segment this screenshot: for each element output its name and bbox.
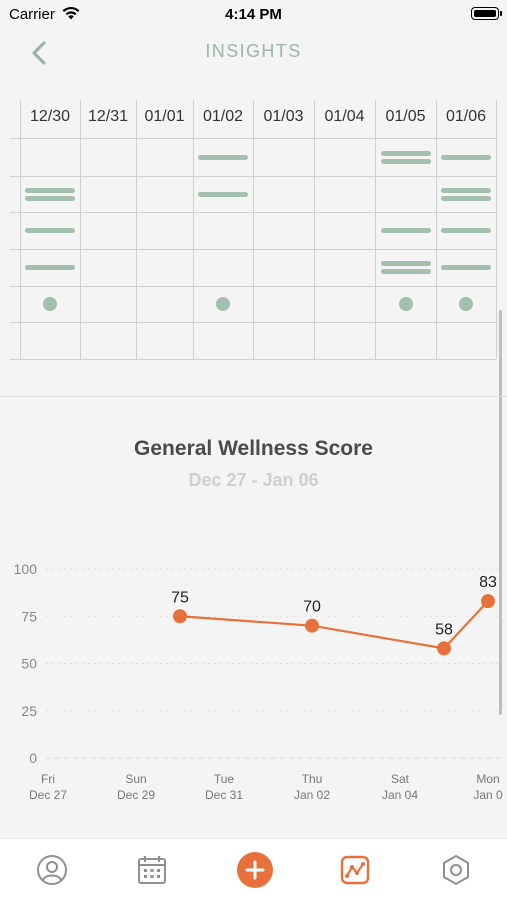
- grid-entry-dot: [459, 297, 473, 311]
- grid-entry-bar: [441, 187, 491, 193]
- grid-col-line: [80, 100, 81, 359]
- x-tick-day: Mon: [476, 772, 499, 786]
- wifi-icon: [62, 6, 80, 20]
- clock-time: 4:14 PM: [225, 6, 282, 23]
- scrollbar[interactable]: [499, 310, 502, 715]
- grid-entry-dot: [216, 297, 230, 311]
- x-tick-date: Dec 29: [117, 788, 155, 802]
- data-point: [305, 618, 319, 633]
- grid-entry-bar: [25, 265, 75, 270]
- y-tick-label: 25: [21, 703, 37, 719]
- x-tick-day: Thu: [302, 772, 323, 786]
- grid-col-line: [436, 100, 437, 359]
- series-line: [179, 600, 489, 650]
- grid-entry-bar: [25, 195, 75, 201]
- x-tick-day: Sat: [391, 772, 410, 786]
- grid-col-line: [136, 100, 137, 359]
- grid-date-header: 01/03: [263, 108, 304, 125]
- grid-col-line: [314, 100, 315, 359]
- data-point: [437, 641, 451, 656]
- grid-date-header: 01/06: [445, 108, 487, 125]
- grid-col-line: [375, 100, 376, 359]
- back-chevron-icon[interactable]: [26, 38, 54, 68]
- grid-date-header: 01/02: [202, 108, 244, 125]
- hexagon-settings-icon[interactable]: [439, 853, 473, 887]
- grid-entry-bar: [380, 261, 431, 266]
- x-tick-date: Jan 02: [294, 788, 330, 802]
- data-label: 75: [171, 589, 189, 606]
- grid-col-line: [20, 100, 21, 359]
- x-tick-day: Sun: [125, 772, 146, 786]
- grid-date-header: 01/04: [324, 108, 365, 125]
- grid-entry-bar: [198, 154, 248, 160]
- grid-entry-bar: [380, 269, 431, 274]
- grid-col-line: [496, 100, 497, 359]
- data-point: [481, 594, 495, 609]
- nav-bar: INSIGHTS: [0, 30, 507, 76]
- grid-col-line: [253, 100, 254, 359]
- section-divider: [0, 396, 507, 397]
- y-tick-label: 75: [21, 608, 37, 624]
- x-tick-date: Dec 31: [205, 788, 243, 802]
- grid-entry-bar: [25, 187, 75, 193]
- grid-entry-bar: [380, 150, 431, 156]
- grid-entry-bar: [441, 154, 491, 160]
- x-tick-date: Jan 0: [473, 788, 503, 802]
- x-tick-day: Fri: [41, 772, 55, 786]
- data-point: [173, 609, 187, 624]
- grid-entry-bar: [198, 191, 248, 197]
- grid-entry-bar: [380, 158, 431, 164]
- x-tick-date: Dec 27: [29, 788, 67, 802]
- tracking-grid[interactable]: ) 12/30 12/31 01/01 01/02 01/03 01/04 01/05 01/0…: [0, 100, 507, 360]
- y-tick-label: 0: [29, 750, 37, 766]
- grid-entry-bar: [441, 265, 491, 270]
- x-tick-date: Jan 04: [382, 788, 418, 802]
- page-title: INSIGHTS: [205, 41, 302, 61]
- user-icon[interactable]: [35, 853, 69, 887]
- battery-icon: [471, 7, 502, 20]
- chart-date-range: Dec 27 - Jan 06: [188, 470, 319, 490]
- grid-date-partial: ): [0, 108, 8, 126]
- y-tick-label: 50: [21, 656, 37, 672]
- grid-date-header: 12/31: [87, 108, 129, 125]
- y-tick-label: 100: [14, 561, 38, 577]
- grid-date-header: 01/05: [385, 108, 426, 125]
- carrier-label: Carrier: [9, 6, 55, 23]
- grid-entry-bar: [380, 228, 431, 233]
- x-tick-day: Tue: [214, 772, 235, 786]
- chart-title: General Wellness Score: [134, 437, 373, 460]
- status-bar: Carrier 4:14 PM: [0, 0, 507, 30]
- grid-date-header: 01/01: [144, 108, 185, 125]
- insights-chart-icon[interactable]: [338, 853, 372, 887]
- grid-entry-dot: [398, 297, 413, 311]
- data-label: 83: [479, 574, 497, 591]
- grid-entry-bar: [441, 195, 491, 201]
- grid-entry-dot: [43, 297, 57, 311]
- grid-entry-bar: [441, 228, 491, 233]
- grid-entry-bar: [25, 228, 75, 233]
- calendar-icon[interactable]: [135, 853, 169, 887]
- plus-icon[interactable]: [236, 851, 274, 889]
- grid-col-line: [193, 100, 194, 359]
- grid-row-line: [10, 359, 496, 360]
- grid-date-header: 12/30: [29, 108, 71, 125]
- data-label: 70: [303, 599, 321, 616]
- data-label: 58: [435, 621, 453, 638]
- tab-bar: [0, 838, 507, 901]
- wellness-line-chart: 0 25 50 75 100 Fri Dec 27 Sun Dec 29 Tue Dec 31 Thu…: [14, 561, 503, 802]
